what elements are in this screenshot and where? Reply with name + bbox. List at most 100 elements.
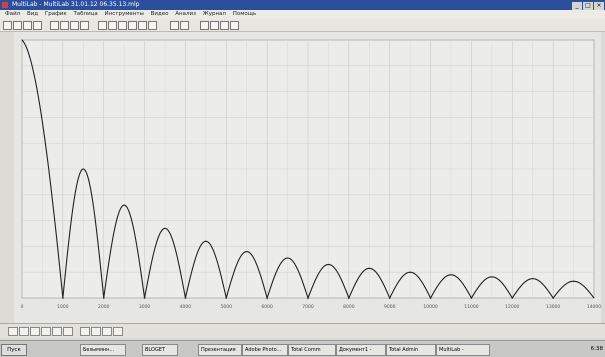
minimize-button[interactable]: _: [572, 2, 582, 10]
task-3[interactable]: Презентация: [198, 344, 242, 356]
zero-point: [61, 297, 64, 299]
lobe-peak-point: [491, 276, 493, 278]
zero-point: [429, 297, 432, 299]
menu-file[interactable]: Файл: [5, 11, 21, 17]
print-icon[interactable]: [33, 21, 42, 30]
copy-icon[interactable]: [63, 327, 73, 336]
zoom-box-icon[interactable]: [19, 327, 29, 336]
task-6[interactable]: Документ1 -: [336, 344, 386, 356]
zero-point: [143, 297, 146, 299]
marker-icon[interactable]: [138, 21, 147, 30]
graph-toolbar: [0, 323, 605, 338]
lobe-peak-point: [246, 251, 248, 253]
cursor-mode-icon[interactable]: [30, 327, 40, 336]
zero-point: [552, 297, 555, 299]
clock: 6:38: [590, 346, 603, 352]
graph-icon[interactable]: [50, 21, 59, 30]
zero-point: [388, 297, 391, 299]
zero-point: [266, 297, 269, 299]
lobe-peak-point: [532, 278, 534, 280]
x-tick-label: 12000: [505, 304, 519, 310]
cursor-icon[interactable]: [80, 21, 89, 30]
menu-analysis[interactable]: Анализ: [175, 11, 197, 17]
plot-area[interactable]: 0 1000 2000 3000 4000 5000 6000 7000 8000 9000 100…: [14, 32, 601, 323]
menu-table[interactable]: Таблица: [73, 11, 98, 17]
task-2[interactable]: BLOGET: [142, 344, 178, 356]
x-tick-label: 3000: [139, 304, 151, 310]
export-icon[interactable]: [80, 327, 90, 336]
start-button[interactable]: Пуск: [1, 344, 27, 356]
x-tick-label: 8000: [343, 304, 355, 310]
x-tick-label: 14000: [587, 304, 601, 310]
menu-help[interactable]: Помощь: [232, 11, 257, 17]
task-8[interactable]: MultiLab -: [436, 344, 490, 356]
zero-point: [102, 297, 105, 299]
step-icon[interactable]: [230, 21, 239, 30]
autoscale-icon[interactable]: [118, 21, 127, 30]
task-5[interactable]: Total Comm: [288, 344, 336, 356]
new-file-icon[interactable]: [3, 21, 12, 30]
x-tick-label: 1000: [57, 304, 69, 310]
settings-icon[interactable]: [91, 327, 101, 336]
menu-tools[interactable]: Инструменты: [104, 11, 144, 17]
x-tick-label: 9000: [384, 304, 396, 310]
task-4[interactable]: Adobe Photo...: [242, 344, 288, 356]
zoom-icon[interactable]: [70, 21, 79, 30]
zero-point: [307, 297, 309, 299]
x-tick-label: 13000: [546, 304, 560, 310]
window-title: MultiLab - MultiLab 31.01.12 06.35.13.ml…: [12, 1, 140, 8]
lobe-peak-point: [164, 227, 166, 229]
x-tick-label: 5000: [221, 304, 233, 310]
lobe-peak-point: [21, 39, 23, 41]
open-folder-icon[interactable]: [13, 21, 22, 30]
task-7[interactable]: Total Admin: [386, 344, 436, 356]
lobe-peak-point: [450, 274, 452, 276]
zero-point: [470, 297, 473, 299]
left-rail: [0, 32, 15, 323]
x-tick-label: 4000: [180, 304, 192, 310]
lobe-peak-point: [327, 263, 329, 265]
taskbar: Пуск Безымянн... BLOGET Презентация Adob…: [0, 340, 605, 357]
play-icon[interactable]: [210, 21, 219, 30]
record-icon[interactable]: [200, 21, 209, 30]
menu-graph[interactable]: График: [44, 11, 67, 17]
close-button[interactable]: ×: [594, 2, 604, 10]
lobe-peak-point: [368, 267, 370, 269]
zero-point: [511, 297, 514, 299]
app-icon: [2, 2, 8, 8]
menu-journal[interactable]: Журнал: [202, 11, 226, 17]
zoom-out-icon[interactable]: [108, 21, 117, 30]
lobe-peak-point: [287, 257, 289, 259]
pan-icon[interactable]: [8, 327, 18, 336]
maximize-button[interactable]: □: [583, 2, 593, 10]
toolbar: [0, 19, 605, 32]
lobe-peak-point: [205, 240, 207, 242]
line-tool-icon[interactable]: [170, 21, 179, 30]
menu-video[interactable]: Видео: [150, 11, 169, 17]
save-icon[interactable]: [23, 21, 32, 30]
info-icon[interactable]: [113, 327, 123, 336]
chart-type-icon[interactable]: [148, 21, 157, 30]
x-tick-label: 2000: [98, 304, 110, 310]
zoom-in-icon[interactable]: [98, 21, 107, 30]
zero-point: [225, 297, 228, 299]
x-tick-label: 10000: [423, 304, 437, 310]
delete-icon[interactable]: [102, 327, 112, 336]
refresh-icon[interactable]: [52, 327, 62, 336]
grid-icon[interactable]: [128, 21, 137, 30]
lobe-peak-point: [123, 204, 125, 206]
curve-tool-icon[interactable]: [180, 21, 189, 30]
zero-point: [184, 297, 187, 299]
task-1[interactable]: Безымянн...: [80, 344, 126, 356]
zero-point: [347, 297, 350, 299]
window-controls: _ □ ×: [571, 1, 604, 10]
lobe-peak-point: [573, 280, 575, 282]
stop-icon[interactable]: [220, 21, 229, 30]
lobe-peak-point: [409, 271, 411, 273]
menu-view[interactable]: Вид: [26, 11, 39, 17]
x-tick-label: 0: [21, 304, 24, 310]
fit-icon[interactable]: [41, 327, 51, 336]
x-tick-label: 6000: [261, 304, 273, 310]
table-icon[interactable]: [60, 21, 69, 30]
sinc-chart[interactable]: 0 1000 2000 3000 4000 5000 6000 7000 8000 9000 100…: [14, 32, 601, 323]
